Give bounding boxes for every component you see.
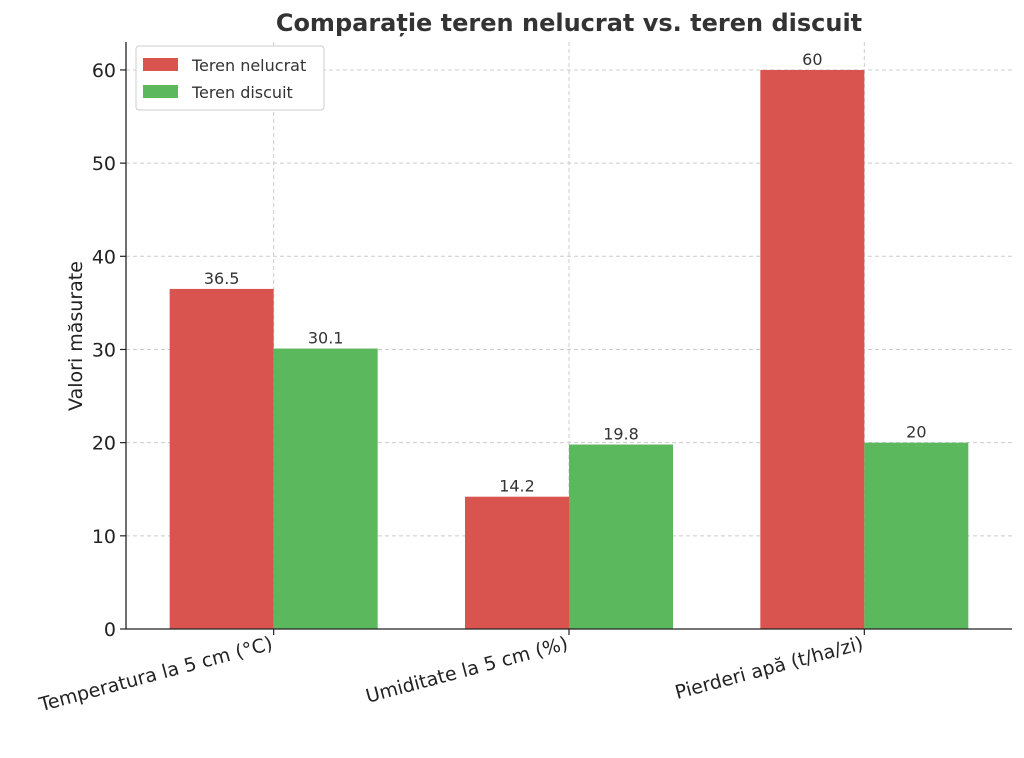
legend-swatch bbox=[143, 85, 178, 98]
data-label: 14.2 bbox=[499, 477, 535, 496]
bar-teren-discuit bbox=[569, 444, 673, 629]
data-label: 60 bbox=[802, 50, 822, 69]
y-tick-label: 40 bbox=[92, 246, 116, 268]
legend: Teren nelucrat Teren discuit bbox=[135, 45, 325, 111]
y-tick-label: 30 bbox=[92, 339, 116, 361]
data-labels: 36.5 30.1 14.2 19.8 60 20 bbox=[204, 50, 927, 496]
data-label: 20 bbox=[906, 423, 926, 442]
legend-box bbox=[135, 45, 325, 111]
chart-title: Comparație teren nelucrat vs. teren disc… bbox=[276, 9, 862, 37]
y-ticks: 0 10 20 30 40 50 60 bbox=[92, 60, 126, 641]
y-tick-label: 10 bbox=[92, 526, 116, 548]
x-tick-label: Umiditate la 5 cm (%) bbox=[363, 633, 570, 708]
x-ticks: Temperatura la 5 cm (°C) Umiditate la 5 c… bbox=[36, 629, 866, 716]
bar-teren-nelucrat bbox=[169, 288, 274, 629]
bar-teren-discuit bbox=[864, 442, 969, 629]
data-label: 36.5 bbox=[204, 269, 240, 288]
bar-teren-nelucrat bbox=[760, 69, 865, 629]
y-tick-label: 20 bbox=[92, 433, 116, 455]
x-tick-label: Pierderi apă (t/ha/zi) bbox=[673, 633, 866, 704]
y-axis-label: Valori măsurate bbox=[65, 261, 87, 411]
data-label: 19.8 bbox=[603, 425, 639, 444]
bar-teren-discuit bbox=[273, 348, 378, 629]
x-tick-label: Temperatura la 5 cm (°C) bbox=[36, 633, 275, 717]
y-tick-label: 60 bbox=[92, 60, 116, 82]
legend-swatch bbox=[143, 58, 178, 71]
y-tick-label: 50 bbox=[92, 153, 116, 175]
bars bbox=[169, 69, 969, 629]
bar-teren-nelucrat bbox=[465, 496, 569, 629]
legend-label: Teren nelucrat bbox=[191, 56, 306, 75]
legend-label: Teren discuit bbox=[191, 83, 293, 102]
data-label: 30.1 bbox=[308, 329, 344, 348]
y-tick-label: 0 bbox=[104, 619, 116, 641]
